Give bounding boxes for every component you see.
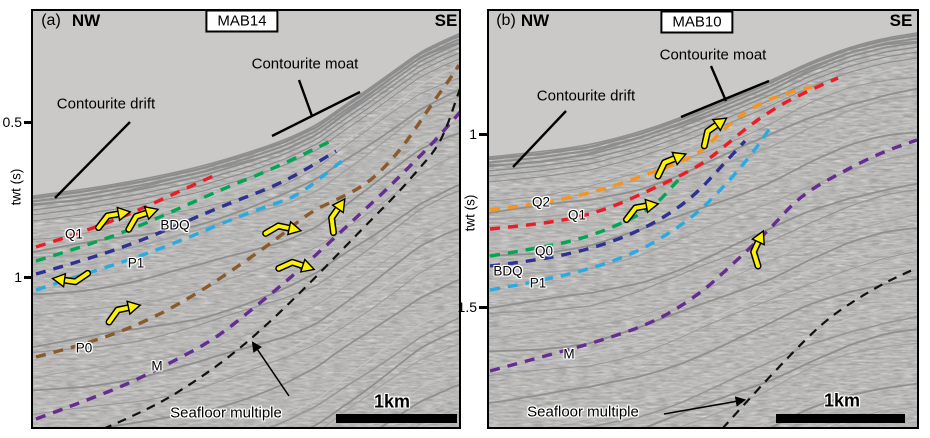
seismic-section-mab10: [489, 11, 917, 427]
bottom-current-arrow: [654, 151, 688, 180]
water-column: [33, 11, 459, 196]
panel-b: [487, 9, 919, 429]
seismic-section-mab14: [33, 11, 459, 427]
scale-label-b: 1km: [823, 390, 861, 411]
profile-label-mab10: MAB10: [660, 10, 734, 34]
contourite-moat-label-a: Contourite moat: [251, 55, 359, 73]
orientation-se-a: SE: [434, 11, 458, 30]
annotation-pointer-line: [271, 90, 361, 138]
horizon-seafloor-multiple-line: [722, 266, 917, 427]
seafloor-multiple-label-b: Seafloor multiple: [527, 403, 639, 421]
contourite-drift-label-a: Contourite drift: [56, 95, 156, 113]
horizon-BDQ-line: [35, 149, 337, 276]
bottom-current-arrow: [328, 197, 346, 237]
seafloor-line: [33, 33, 459, 197]
horizon-Q2-line: [489, 85, 813, 212]
panel-letter-a: (a): [41, 12, 61, 29]
horizon-seafloor-multiple-line: [104, 88, 459, 427]
horizon-seafloor-multiple-line: [35, 138, 334, 263]
tick-label-0p5-a: 0.5: [2, 114, 22, 130]
horizon-P1-line: [35, 155, 349, 292]
contourite-moat-label-b: Contourite moat: [659, 46, 767, 64]
bottom-current-arrow: [700, 117, 728, 150]
horizon-label-p1: P1: [529, 275, 547, 291]
scale-bar-a: [336, 414, 457, 423]
bottom-current-arrow: [125, 205, 160, 233]
seafloor-multiple-pointer-arrow: [251, 341, 290, 397]
horizon-label-q1: Q1: [64, 226, 84, 242]
horizon-label-q0: Q0: [534, 243, 554, 259]
bottom-current-arrow: [262, 220, 303, 237]
scale-bar-b: [776, 414, 905, 423]
horizon-Q1-line: [489, 76, 839, 231]
panel-letter-b: (b): [496, 12, 516, 29]
interpreted-horizons: [489, 76, 917, 427]
horizon-label-p1: P1: [127, 255, 145, 271]
tick-mark-b-2: [479, 306, 488, 309]
annotation-pointer-line: [297, 79, 314, 117]
seafloor-multiple-label-a: Seafloor multiple: [170, 404, 282, 422]
water-column: [489, 11, 917, 157]
bottom-current-arrow: [95, 206, 132, 232]
annotation-pointer-line: [680, 79, 770, 119]
annotation-pointer-line: [512, 110, 567, 168]
scale-label-a: 1km: [373, 391, 411, 412]
tick-mark-a-2: [24, 276, 33, 279]
annotation-pointer-line: [709, 65, 728, 102]
bottom-current-arrow: [275, 258, 316, 273]
horizon-P1-line: [489, 127, 772, 292]
profile-label-mab14: MAB14: [205, 9, 279, 33]
bottom-current-arrow: [105, 300, 142, 326]
horizon-label-m: M: [563, 346, 575, 362]
bottom-current-arrow: [51, 269, 92, 288]
bottom-current-arrow: [623, 198, 660, 224]
tick-mark-b-1: [479, 133, 488, 136]
horizon-P0-line: [35, 64, 459, 359]
horizon-label-q1: Q1: [567, 207, 587, 223]
orientation-nw-b: NW: [520, 11, 550, 30]
tick-label-1-a: 1: [14, 269, 22, 285]
orientation-nw-a: NW: [71, 11, 101, 30]
contourite-drift-label-b: Contourite drift: [536, 87, 636, 105]
horizon-BDQ-line: [489, 139, 747, 268]
axis-title-b: twt (s): [462, 194, 478, 232]
seafloor-multiple-pointer-arrow: [663, 396, 747, 415]
horizon-label-bdq: BDQ: [493, 263, 523, 279]
annotation-pointer-line: [54, 121, 131, 199]
axis-title-a: twt (s): [8, 168, 24, 206]
tick-label-1-b: 1: [469, 126, 477, 142]
horizon-label-bdq: BDQ: [160, 217, 190, 233]
horizon-label-m: M: [151, 358, 163, 374]
panel-a: [31, 9, 461, 429]
horizon-label-q2: Q2: [531, 194, 551, 210]
tick-mark-a-1: [24, 121, 33, 124]
orientation-se-b: SE: [889, 11, 913, 30]
strata-reflections: [33, 35, 459, 427]
horizon-label-p0: P0: [75, 340, 93, 356]
tick-label-1p5-b: 1.5: [457, 299, 477, 315]
horizon-M-line: [35, 110, 459, 421]
bottom-current-arrow: [750, 229, 765, 270]
